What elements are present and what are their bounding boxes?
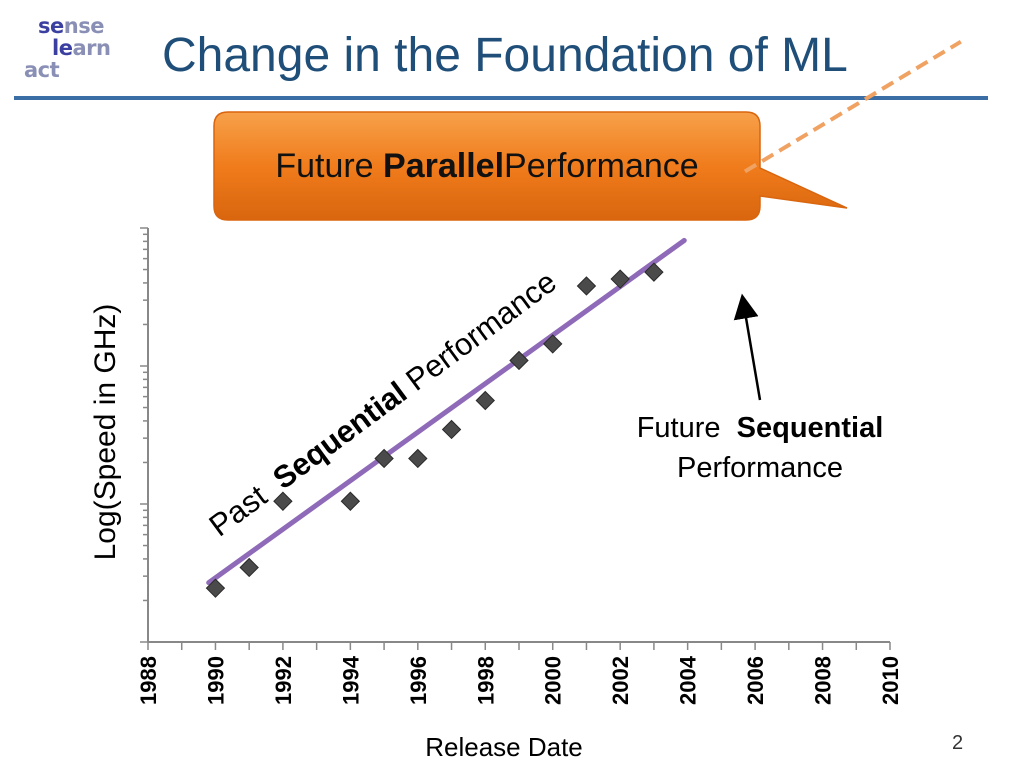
x-tick-label: 2000 xyxy=(541,656,566,705)
data-point xyxy=(543,334,563,354)
data-point xyxy=(475,390,495,411)
future-sequential-line-2: Performance xyxy=(676,452,843,484)
x-tick-label: 2002 xyxy=(608,656,633,705)
future-sequential-line-1: Future Sequential xyxy=(636,412,884,444)
trend-line xyxy=(206,237,687,586)
data-point xyxy=(509,350,529,371)
callout-box xyxy=(213,111,848,221)
logo-line-2: learn xyxy=(52,36,111,60)
data-point xyxy=(441,419,462,440)
parallel-performance-line xyxy=(743,39,962,174)
series xyxy=(205,39,962,598)
data-point xyxy=(205,578,226,598)
logo: sense learn act xyxy=(24,14,134,94)
title-divider xyxy=(14,96,988,100)
tick-marks xyxy=(140,227,891,650)
x-tick-label: 1998 xyxy=(473,656,498,705)
future-sequential-arrow xyxy=(733,293,762,401)
data-point xyxy=(374,448,394,469)
data-point xyxy=(644,262,664,282)
data-point xyxy=(340,491,361,511)
data-point xyxy=(576,276,597,296)
y-axis-label: Log(Speed in GHz) xyxy=(89,303,122,561)
x-tick-label: 1996 xyxy=(406,656,431,705)
x-tick-label: 2004 xyxy=(676,655,701,705)
data-point xyxy=(408,448,428,469)
x-tick-label: 1988 xyxy=(136,656,161,705)
x-tick-label: 2010 xyxy=(878,656,903,705)
callout-text: Future Parallel Performance xyxy=(275,146,699,185)
logo-line-3: act xyxy=(24,58,60,82)
x-tick-label: 1994 xyxy=(338,655,363,705)
callout-bold-word: Parallel xyxy=(383,146,505,185)
slide-title: Change in the Foundation of ML xyxy=(162,29,848,82)
x-axis-label: Release Date xyxy=(425,732,583,762)
logo-line-1: sense xyxy=(38,14,104,38)
x-tick-label: 1992 xyxy=(271,656,296,705)
x-tick-label: 2006 xyxy=(743,656,768,705)
x-tick-labels: 1988 1990 1992 1994 1996 1998 2000 2002 2004 2006… xyxy=(136,655,903,705)
x-tick-label: 1990 xyxy=(203,656,228,705)
data-point xyxy=(239,557,259,578)
page-number: 2 xyxy=(952,732,964,754)
data-point xyxy=(610,269,630,289)
data-point xyxy=(273,491,293,511)
x-tick-label: 2008 xyxy=(811,656,836,705)
future-sequential-label: Future Sequential Performance xyxy=(637,408,884,488)
